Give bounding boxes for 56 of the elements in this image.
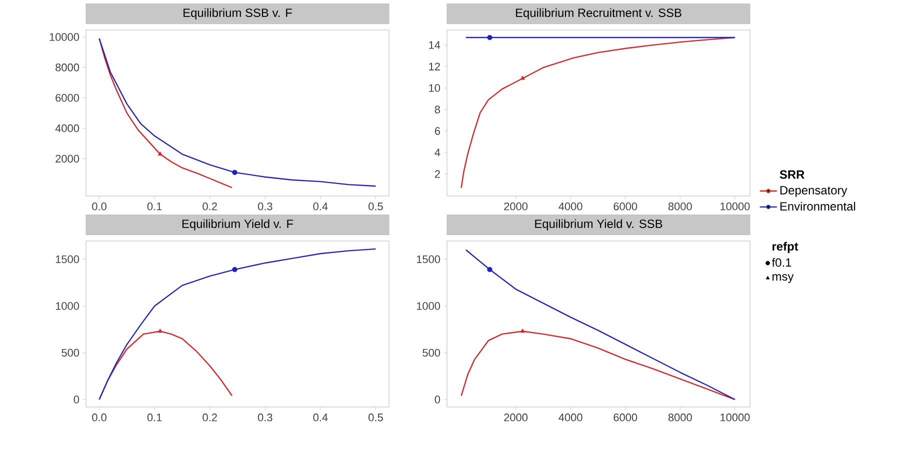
x-tick-label: 0.0 xyxy=(92,414,106,422)
y-tick-label: 1500 xyxy=(56,255,80,264)
y-tick-label: 1000 xyxy=(416,302,440,310)
y-tick-label: 12 xyxy=(429,62,440,70)
x-tick-label: 4000 xyxy=(558,202,582,210)
x-tick-label: 10000 xyxy=(720,414,750,422)
x-tick-label: 2000 xyxy=(504,202,528,210)
y-tick-label: 0 xyxy=(434,396,440,404)
line-series xyxy=(98,38,376,187)
y-tick-label: 6 xyxy=(434,127,440,135)
text: msy xyxy=(772,274,794,284)
line-series xyxy=(465,249,736,400)
x-tick-label: 8000 xyxy=(668,414,692,422)
x-tick-label: 6000 xyxy=(614,414,638,422)
line-series xyxy=(98,248,376,400)
x-tick-label: 0.0 xyxy=(92,202,106,210)
x-tick-label: 0.2 xyxy=(202,202,217,210)
legend-title: SRR xyxy=(780,170,804,179)
legend-label: Depensatory xyxy=(780,186,848,197)
y-tick-label: 10000 xyxy=(50,33,80,41)
x-tick-label: 0.3 xyxy=(258,414,272,422)
legend-title: refpt xyxy=(772,242,798,254)
y-tick-label: 1000 xyxy=(56,302,80,310)
x-tick-label: 10000 xyxy=(720,202,750,210)
chart-title: Equilibrium SSB v. F xyxy=(184,8,292,20)
x-tick-label: 6000 xyxy=(614,202,638,210)
x-tick-label: 0.3 xyxy=(258,202,272,210)
text: f0.1 xyxy=(772,258,792,267)
y-tick-label: 8000 xyxy=(56,64,80,72)
y-tick-label: 14 xyxy=(429,41,440,49)
y-tick-label: 4 xyxy=(434,148,440,156)
legend-label: Environmental xyxy=(780,202,856,211)
x-tick-label: 0.1 xyxy=(147,414,162,422)
y-tick-label: 4000 xyxy=(55,124,80,132)
y-tick-label: 8 xyxy=(434,106,440,114)
chart-title: Equilibrium Recruitment v. SSB xyxy=(516,8,682,20)
chart-title: Equilibrium Yield v. SSB xyxy=(535,219,662,230)
x-tick-label: 0.1 xyxy=(147,202,162,210)
y-tick-label: 6000 xyxy=(56,94,80,102)
y-tick-label: 0 xyxy=(74,396,80,404)
y-tick-label: 500 xyxy=(422,348,440,357)
y-tick-label: 1500 xyxy=(416,255,440,264)
x-tick-label: 8000 xyxy=(668,202,692,210)
x-tick-label: 0.4 xyxy=(313,414,328,422)
y-tick-label: 10 xyxy=(429,84,440,92)
y-tick-label: 2 xyxy=(434,170,440,178)
chart-title: Equilibrium Yield v. F xyxy=(182,219,294,230)
y-tick-label: 2000 xyxy=(56,154,80,163)
x-tick-label: 0.4 xyxy=(313,202,328,210)
x-tick-label: 0.5 xyxy=(368,202,383,210)
x-tick-label: 4000 xyxy=(558,414,582,422)
line-series xyxy=(460,36,736,189)
y-tick-label: 500 xyxy=(62,348,80,357)
x-tick-label: 0.2 xyxy=(202,414,217,422)
x-tick-label: 2000 xyxy=(504,414,528,422)
x-tick-label: 0.5 xyxy=(368,414,383,422)
